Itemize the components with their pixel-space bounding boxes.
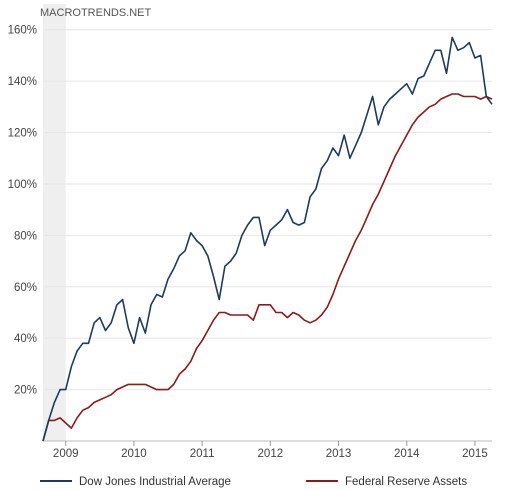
x-tick-label: 2014 xyxy=(394,448,420,460)
series-line-federal-reserve-assets xyxy=(42,93,493,442)
legend-item: Dow Jones Industrial Average xyxy=(40,476,231,488)
x-tick-label: 2009 xyxy=(53,448,79,460)
x-tick-label: 2012 xyxy=(258,448,284,460)
y-tick-label: 120% xyxy=(8,128,37,140)
x-tick-label: 2013 xyxy=(326,448,352,460)
y-tick-label: 100% xyxy=(8,179,37,191)
y-tick-label: 40% xyxy=(14,333,37,345)
x-tick-label: 2010 xyxy=(121,448,147,460)
x-tick-label: 2011 xyxy=(190,448,215,460)
series-line-dow-jones-industrial-average xyxy=(42,36,493,442)
y-axis-ticks: 20% 40% 60% 80% 100% 120% 140% 160% xyxy=(8,25,37,397)
legend-label: Dow Jones Industrial Average xyxy=(79,476,231,488)
watermark: MACROTRENDS.NET xyxy=(40,7,152,19)
legend-item: Federal Reserve Assets xyxy=(306,476,467,488)
series-layer xyxy=(42,36,493,442)
x-tick-label: 2015 xyxy=(462,448,488,460)
y-tick-label: 160% xyxy=(8,25,37,37)
y-tick-label: 20% xyxy=(14,385,37,397)
x-axis-ticks: 2009 2010 2011 2012 2013 2014 2015 xyxy=(53,441,488,460)
y-tick-label: 80% xyxy=(14,230,37,242)
legend-label: Federal Reserve Assets xyxy=(345,476,467,488)
y-tick-label: 60% xyxy=(14,282,37,294)
shaded-region xyxy=(43,4,66,441)
grid-lines xyxy=(43,29,492,442)
legend: Dow Jones Industrial Average Federal Rese… xyxy=(40,476,467,488)
y-tick-label: 140% xyxy=(8,76,37,88)
